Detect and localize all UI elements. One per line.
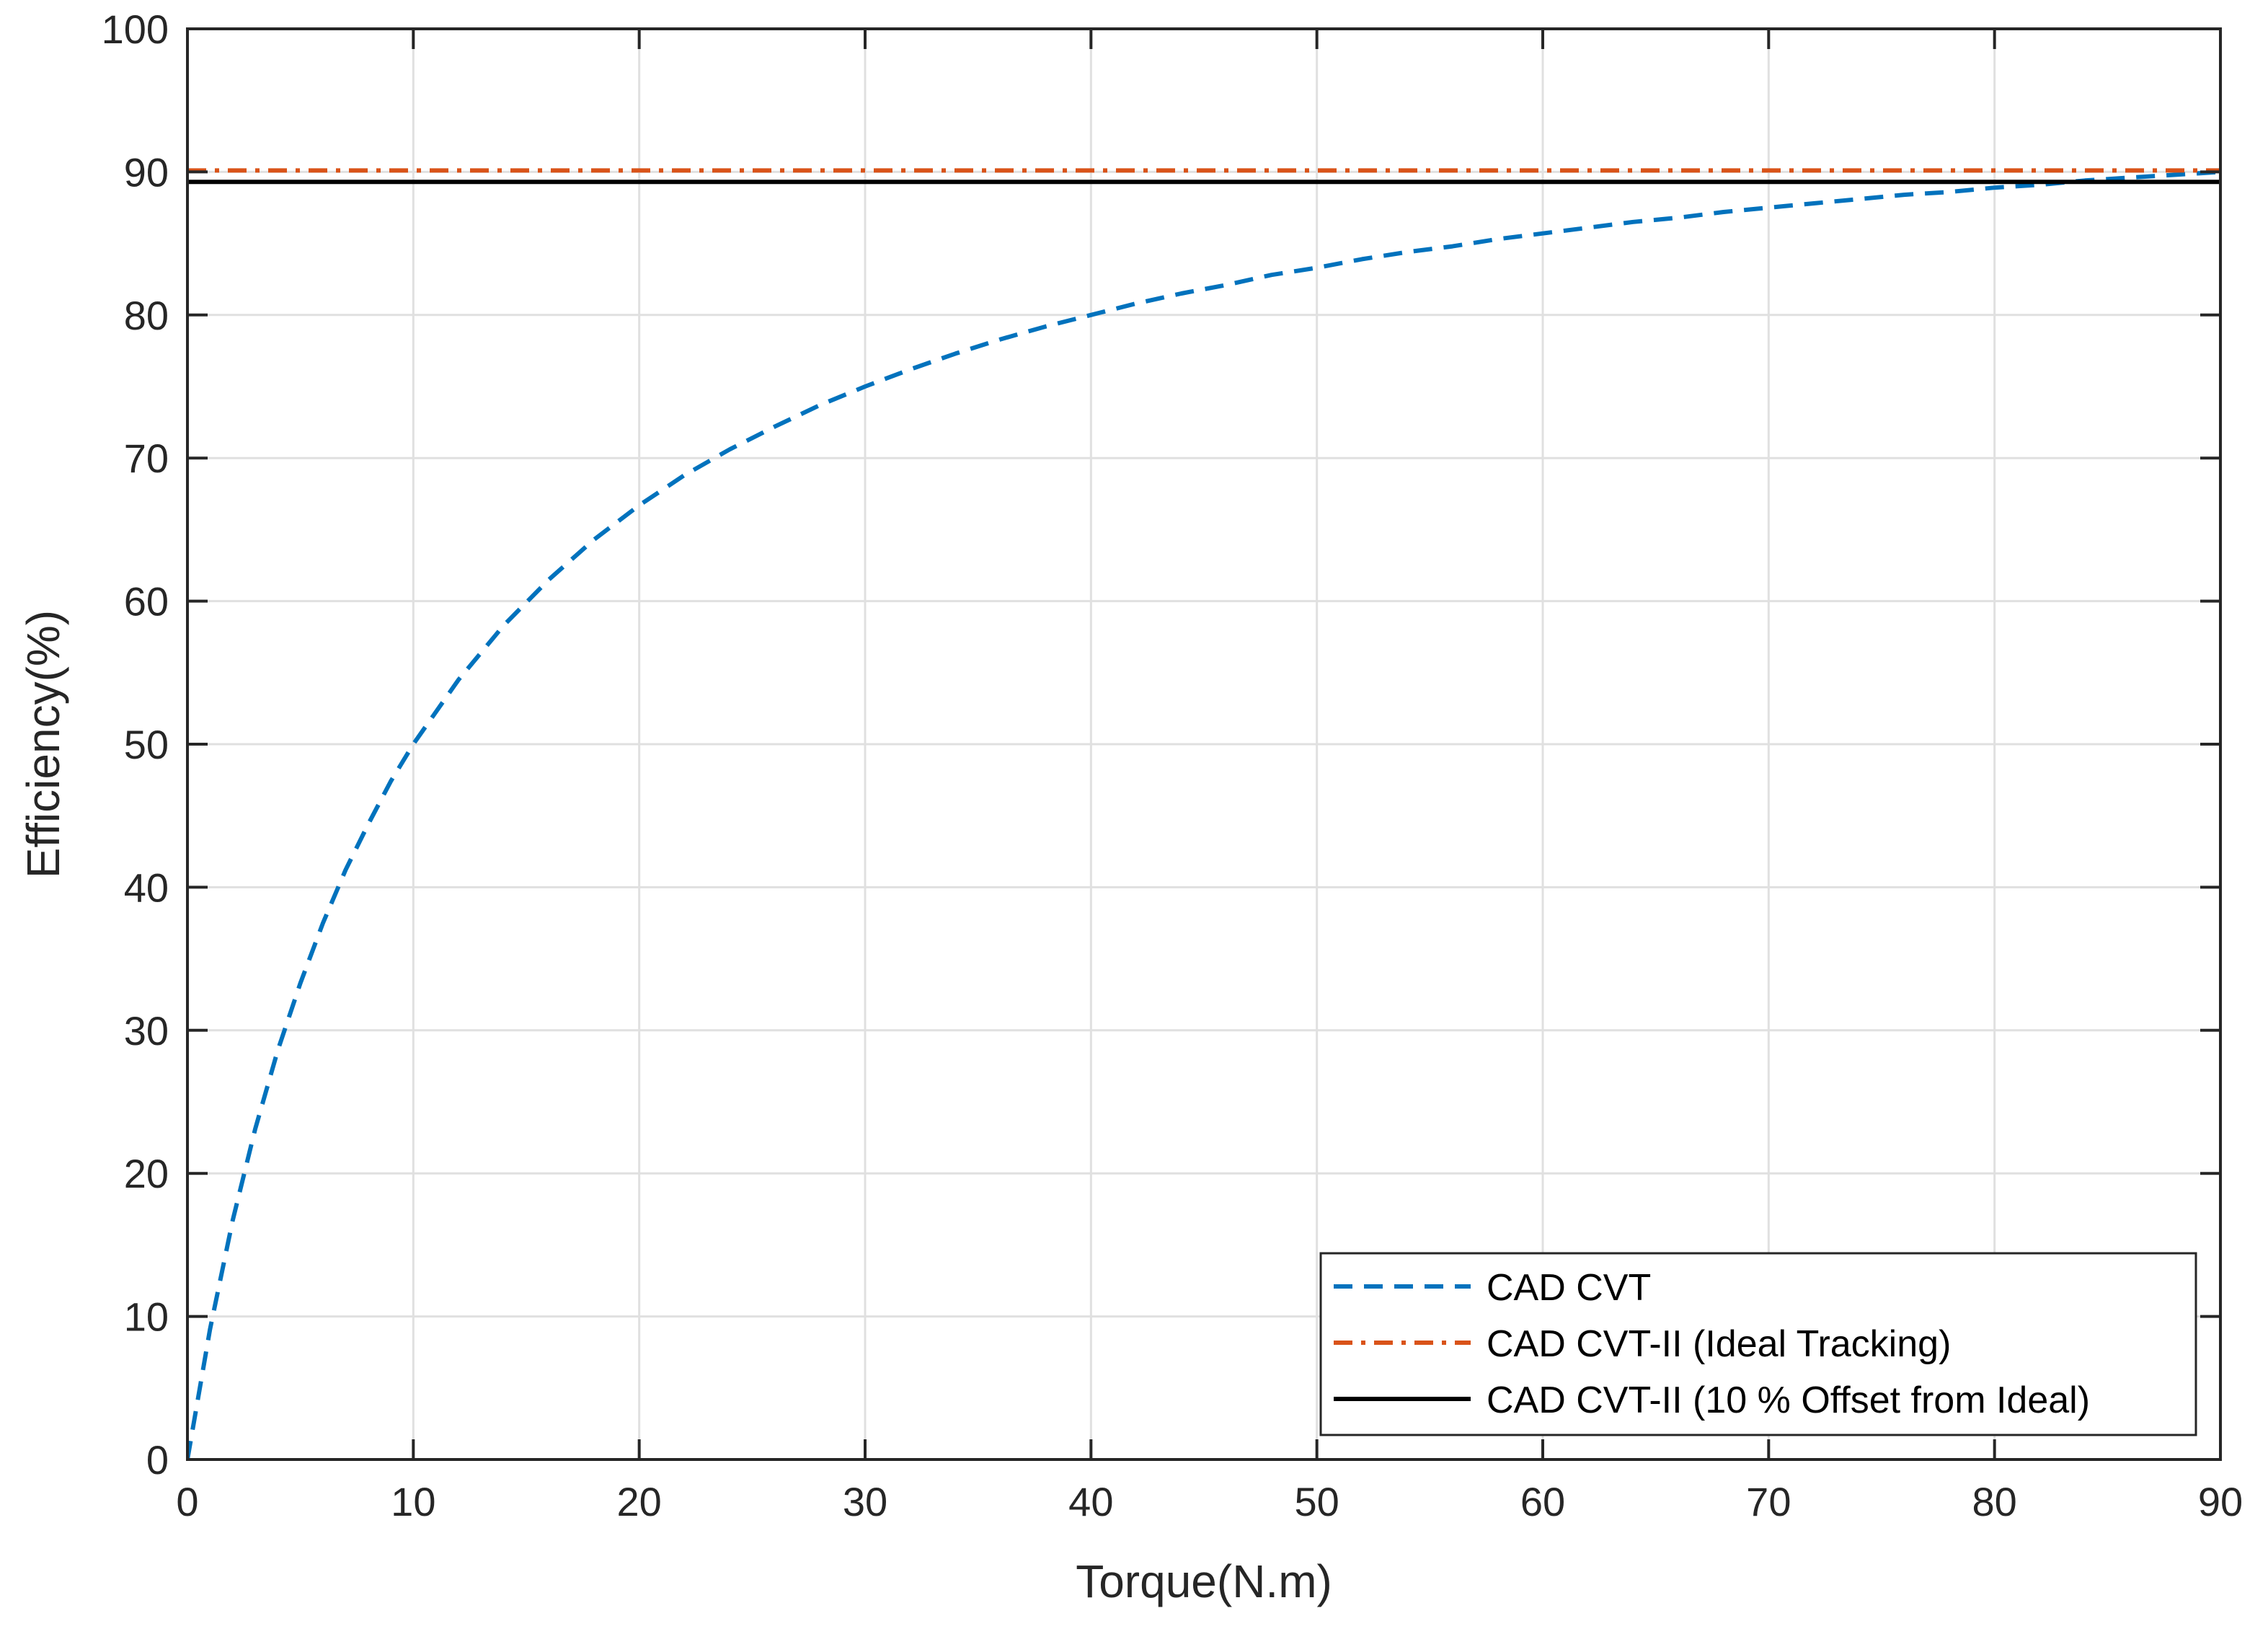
x-tick-label: 0 bbox=[176, 1479, 198, 1524]
axis-ticks bbox=[186, 27, 2222, 1461]
series-cad-cvt bbox=[187, 169, 2220, 1459]
legend: CAD CVT CAD CVT-II (Ideal Tracking) CAD … bbox=[1319, 1252, 2197, 1436]
tick-labels: 0 10 20 30 40 50 60 70 80 90 0 10 20 30 40 50 60 70 80 90 10… bbox=[102, 6, 2243, 1524]
series-lines bbox=[187, 168, 2220, 1459]
x-axis-label: Torque(N.m) bbox=[1076, 1555, 1332, 1607]
y-tick-label: 30 bbox=[124, 1008, 169, 1054]
y-tick-label: 100 bbox=[102, 6, 169, 52]
y-tick-label: 10 bbox=[124, 1294, 169, 1340]
x-tick-label: 30 bbox=[843, 1479, 887, 1524]
y-tick-label: 20 bbox=[124, 1151, 169, 1196]
y-tick-label: 60 bbox=[124, 579, 169, 624]
y-tick-label: 50 bbox=[124, 722, 169, 767]
x-tick-label: 60 bbox=[1520, 1479, 1565, 1524]
x-tick-label: 90 bbox=[2198, 1479, 2243, 1524]
y-tick-label: 70 bbox=[124, 436, 169, 481]
x-tick-label: 50 bbox=[1295, 1479, 1339, 1524]
y-axis-label: Efficiency(%) bbox=[17, 610, 69, 878]
grid-lines bbox=[187, 29, 2220, 1459]
x-tick-label: 80 bbox=[1972, 1479, 2017, 1524]
x-tick-label: 40 bbox=[1068, 1479, 1113, 1524]
legend-label-offset: CAD CVT-II (10 % Offset from Ideal) bbox=[1487, 1379, 2090, 1421]
x-tick-label: 70 bbox=[1746, 1479, 1791, 1524]
y-tick-label: 80 bbox=[124, 293, 169, 338]
y-tick-label: 0 bbox=[146, 1437, 169, 1483]
legend-label-cad-cvt: CAD CVT bbox=[1487, 1267, 1651, 1309]
y-tick-label: 90 bbox=[124, 149, 169, 195]
x-tick-label: 20 bbox=[617, 1479, 662, 1524]
y-tick-label: 40 bbox=[124, 865, 169, 910]
x-tick-label: 10 bbox=[391, 1479, 435, 1524]
legend-label-ideal-tracking: CAD CVT-II (Ideal Tracking) bbox=[1487, 1323, 1951, 1365]
